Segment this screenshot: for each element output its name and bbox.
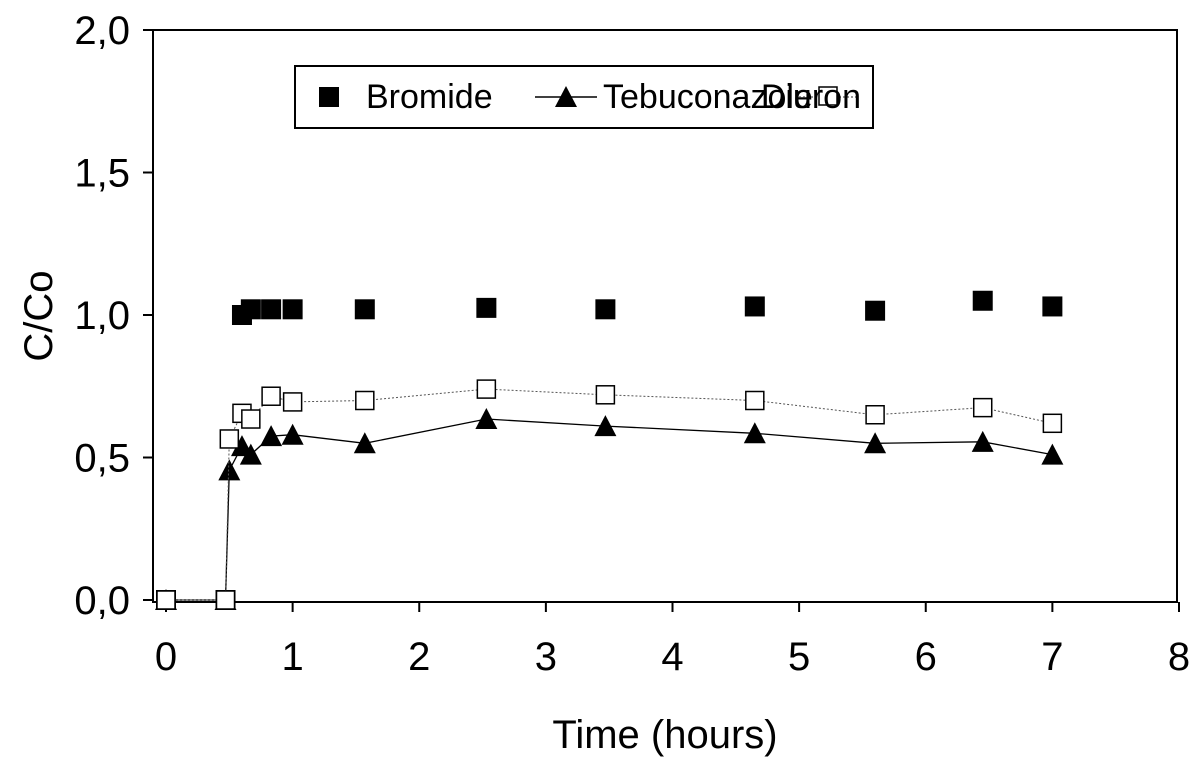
point-bromide-9	[744, 296, 765, 317]
point-tebuconazole-9	[594, 415, 617, 437]
legend-marker-bromide	[319, 87, 339, 107]
point-diuron-13	[1042, 413, 1063, 434]
point-tebuconazole-4	[239, 443, 262, 465]
x-tick-label-0: 0	[155, 635, 177, 679]
point-diuron-6	[282, 392, 303, 412]
x-tick-label-5: 5	[788, 635, 810, 679]
point-tebuconazole-5	[260, 425, 283, 447]
y-axis: 0,0 0,5 1,0 1,5 2,0	[74, 9, 153, 623]
x-tick-label-2: 2	[408, 635, 430, 679]
point-tebuconazole-7	[353, 432, 376, 454]
point-diuron-7	[355, 390, 375, 411]
point-bromide-11	[972, 290, 993, 311]
x-tick-label-4: 4	[661, 635, 683, 679]
point-bromide-6	[354, 299, 375, 320]
point-tebuconazole-10	[743, 422, 766, 444]
point-bromide-12	[1042, 296, 1063, 317]
point-diuron-2	[219, 429, 240, 449]
y-tick-label-0,5: 0,5	[74, 437, 130, 481]
point-tebuconazole-12	[971, 430, 994, 452]
point-bromide-5	[282, 299, 303, 320]
x-axis: 0 1 2 3 4 5 6 7 8	[155, 602, 1190, 679]
point-tebuconazole-6	[281, 423, 304, 445]
legend-label-tebuconazole: Tebuconazole	[603, 78, 813, 116]
y-tick-label-2,0: 2,0	[74, 9, 130, 53]
point-tebuconazole-13	[1041, 443, 1064, 465]
point-bromide-10	[865, 300, 886, 321]
x-axis-title: Time (hours)	[552, 713, 777, 757]
point-bromide-3	[240, 299, 261, 320]
legend-marker-tebuconazole	[555, 86, 577, 107]
x-tick-label-6: 6	[915, 635, 937, 679]
series-layer	[155, 290, 1064, 610]
legend-marker-diuron	[818, 86, 838, 106]
point-bromide-8	[595, 299, 616, 320]
point-diuron-0	[156, 590, 176, 610]
point-diuron-10	[745, 390, 765, 411]
y-axis-title: C/Co	[17, 270, 61, 361]
point-diuron-5	[261, 386, 281, 406]
point-tebuconazole-2	[218, 459, 241, 481]
x-tick-label-8: 8	[1168, 635, 1190, 679]
x-tick-label-1: 1	[282, 635, 304, 679]
point-bromide-7	[476, 297, 497, 318]
point-diuron-11	[865, 405, 885, 425]
y-tick-label-0,0: 0,0	[74, 579, 130, 623]
point-diuron-8	[476, 379, 497, 399]
legend-label-diuron: Diuron	[761, 78, 861, 116]
y-tick-label-1,0: 1,0	[74, 294, 130, 338]
legend-label-bromide: Bromide	[366, 78, 493, 116]
point-diuron-9	[595, 385, 616, 405]
x-tick-label-3: 3	[535, 635, 557, 679]
point-diuron-4	[241, 409, 261, 429]
point-diuron-1	[215, 590, 236, 610]
point-diuron-12	[972, 397, 993, 418]
y-tick-label-1,5: 1,5	[74, 152, 130, 196]
series-diuron	[156, 379, 1063, 610]
point-tebuconazole-11	[864, 432, 887, 454]
point-bromide-4	[261, 299, 282, 320]
legend: Bromide Tebuconazole Diuron	[294, 65, 874, 129]
series-bromide	[156, 290, 1063, 610]
point-tebuconazole-8	[475, 408, 498, 430]
x-tick-label-7: 7	[1041, 635, 1063, 679]
